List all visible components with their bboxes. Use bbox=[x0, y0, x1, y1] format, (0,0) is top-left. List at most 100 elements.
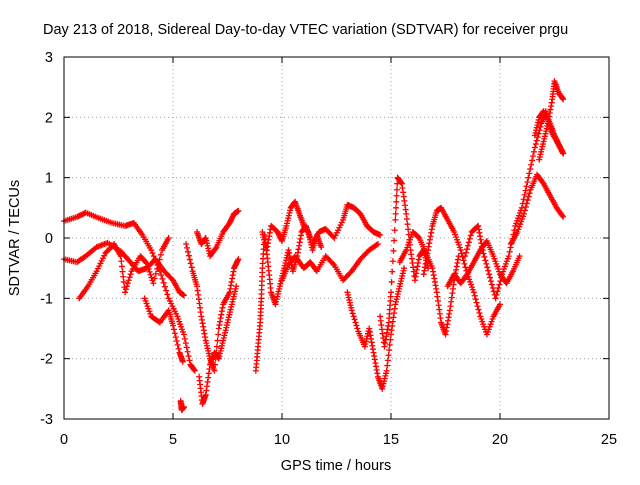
data-point-marker bbox=[461, 260, 468, 267]
data-point-marker bbox=[348, 307, 355, 314]
data-point-marker bbox=[528, 161, 535, 168]
data-point-marker bbox=[535, 130, 542, 137]
data-point-marker bbox=[511, 227, 518, 234]
data-point-marker bbox=[180, 403, 187, 410]
data-point-marker bbox=[183, 344, 190, 351]
data-point-marker bbox=[118, 258, 125, 265]
data-point-marker bbox=[530, 148, 537, 155]
data-point-marker bbox=[172, 334, 179, 341]
data-point-marker bbox=[470, 289, 477, 296]
data-point-marker bbox=[488, 281, 495, 288]
chart-title: Day 213 of 2018, Sidereal Day-to-day VTE… bbox=[43, 22, 568, 38]
data-point-marker bbox=[403, 216, 410, 223]
data-point-marker bbox=[522, 203, 529, 210]
x-axis-label: GPS time / hours bbox=[281, 458, 391, 474]
data-point-marker bbox=[157, 251, 164, 258]
data-point-marker bbox=[386, 347, 393, 354]
series-trace-h bbox=[196, 283, 240, 407]
data-point-marker bbox=[152, 270, 159, 277]
data-point-marker bbox=[532, 141, 539, 148]
tick-layer: 0 5 10 15 20 25 -3 -2 -1 0 1 2 3 bbox=[40, 50, 617, 448]
y-tick-label: -2 bbox=[40, 352, 53, 368]
data-point-marker bbox=[467, 232, 474, 239]
data-point-marker bbox=[403, 210, 410, 217]
data-point-marker bbox=[393, 186, 400, 193]
series-trace-b bbox=[61, 239, 187, 299]
data-point-marker bbox=[462, 253, 469, 260]
data-point-marker bbox=[186, 357, 193, 364]
series-trace-j bbox=[259, 198, 325, 254]
data-point-marker bbox=[391, 227, 398, 234]
y-tick-label: -1 bbox=[40, 291, 53, 307]
data-point-marker bbox=[179, 358, 186, 365]
data-point-marker bbox=[496, 281, 503, 288]
series-trace-u bbox=[531, 108, 567, 157]
data-point-marker bbox=[401, 265, 408, 272]
data-point-marker bbox=[181, 335, 188, 342]
data-point-marker bbox=[389, 268, 396, 275]
data-point-marker bbox=[472, 296, 479, 303]
data-point-marker bbox=[120, 273, 127, 280]
data-point-marker bbox=[184, 348, 191, 355]
series-trace-k bbox=[279, 241, 381, 284]
data-point-marker bbox=[537, 123, 544, 130]
data-point-marker bbox=[539, 179, 546, 186]
data-point-marker bbox=[160, 279, 167, 286]
y-tick-label: 1 bbox=[45, 171, 53, 187]
data-point-marker bbox=[457, 247, 464, 254]
data-point-marker bbox=[120, 278, 127, 285]
data-point-marker bbox=[482, 257, 489, 264]
data-point-marker bbox=[392, 216, 399, 223]
series-trace-c bbox=[76, 235, 172, 302]
data-point-marker bbox=[487, 278, 494, 285]
data-point-marker bbox=[392, 204, 399, 211]
series-trace-l bbox=[309, 201, 384, 248]
series-trace-n bbox=[377, 174, 432, 350]
data-point-marker bbox=[215, 331, 222, 338]
data-point-marker bbox=[186, 256, 193, 263]
data-point-marker bbox=[391, 237, 398, 244]
data-point-marker bbox=[516, 253, 523, 260]
series-trace-e bbox=[177, 397, 187, 413]
data-point-marker bbox=[188, 264, 195, 271]
data-point-marker bbox=[175, 345, 182, 352]
data-point-marker bbox=[390, 247, 397, 254]
data-point-marker bbox=[458, 250, 465, 257]
data-point-marker bbox=[159, 275, 166, 282]
data-point-marker bbox=[462, 264, 469, 271]
data-point-marker bbox=[377, 231, 384, 238]
series-trace-d bbox=[141, 295, 186, 365]
data-point-marker bbox=[154, 266, 161, 273]
data-point-marker bbox=[147, 271, 154, 278]
data-point-marker bbox=[498, 274, 505, 281]
data-point-marker bbox=[479, 247, 486, 254]
data-point-marker bbox=[460, 257, 467, 264]
data-point-marker bbox=[455, 253, 462, 260]
y-tick-label: 2 bbox=[45, 110, 53, 126]
x-tick-label: 5 bbox=[169, 432, 177, 448]
data-point-marker bbox=[485, 267, 492, 274]
data-point-marker bbox=[494, 288, 501, 295]
data-point-marker bbox=[388, 289, 394, 296]
data-point-marker bbox=[463, 249, 470, 256]
data-point-marker bbox=[484, 264, 491, 271]
data-point-marker bbox=[156, 256, 163, 263]
data-point-marker bbox=[518, 204, 525, 211]
data-point-marker bbox=[489, 284, 496, 291]
data-point-marker bbox=[148, 274, 155, 281]
data-point-marker bbox=[155, 261, 162, 268]
data-point-marker bbox=[180, 331, 187, 338]
data-point-marker bbox=[466, 235, 473, 242]
data-point-marker bbox=[481, 253, 488, 260]
data-point-marker bbox=[393, 198, 400, 205]
data-point-marker bbox=[374, 241, 381, 248]
data-point-marker bbox=[214, 337, 221, 344]
data-point-marker bbox=[233, 283, 240, 290]
data-point-marker bbox=[533, 137, 540, 144]
data-point-marker bbox=[350, 313, 357, 320]
series-trace-t bbox=[536, 78, 567, 163]
data-point-marker bbox=[480, 250, 487, 257]
data-point-marker bbox=[126, 274, 133, 281]
data-point-marker bbox=[118, 263, 125, 270]
